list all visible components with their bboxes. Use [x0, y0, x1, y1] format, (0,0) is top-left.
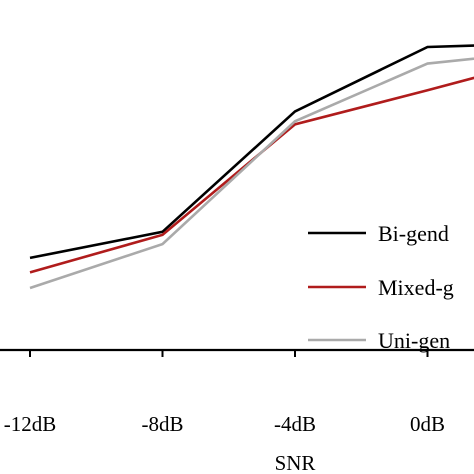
legend-label-1: Mixed-g [378, 275, 454, 300]
legend-label-0: Bi-gend [378, 221, 449, 246]
legend-label-2: Uni-gen [378, 328, 450, 353]
series-line-0 [29, 44, 474, 260]
x-ticks: -12dB-8dB-4dB0dB4dB [4, 350, 445, 436]
series-line-2 [29, 57, 474, 290]
legend: Bi-gend Mixed-g Uni-gen [308, 221, 454, 353]
x-tick-label: 0dB [410, 412, 445, 436]
series-line-1 [29, 76, 474, 274]
series-layer [29, 44, 474, 290]
x-tick-label: -12dB [4, 412, 57, 436]
x-tick-label: -8dB [142, 412, 184, 436]
x-tick-label: -4dB [274, 412, 316, 436]
x-axis-label: SNR [275, 451, 316, 474]
